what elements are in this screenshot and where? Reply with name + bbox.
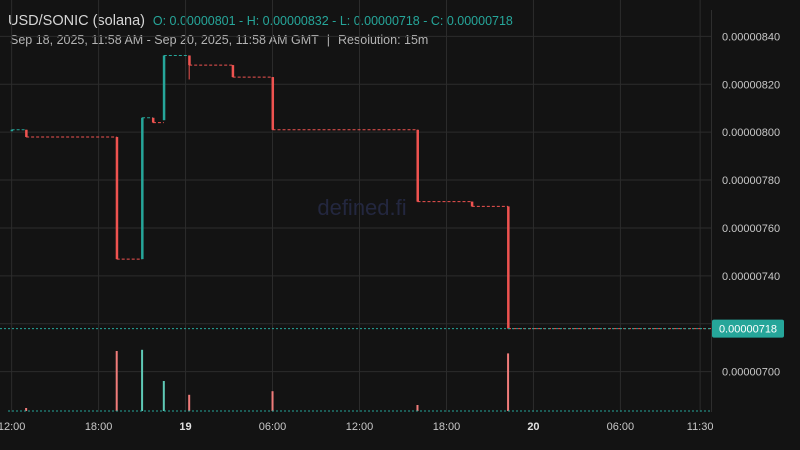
volume-bar (416, 405, 419, 411)
volume-bar (25, 408, 28, 411)
volume-bar (507, 353, 510, 411)
volume-bar (115, 351, 118, 411)
y-tick-label: 0.00000760 (722, 223, 780, 235)
y-tick-label: 0.00000780 (722, 175, 780, 187)
x-tick-label: 20 (527, 421, 539, 433)
last-price-tag: 0.00000718 (712, 319, 784, 338)
candle-body (188, 55, 191, 66)
last-price-label: 0.00000718 (719, 324, 777, 336)
candle-body (141, 117, 144, 260)
y-tick-label: 0.00000740 (722, 271, 780, 283)
x-tick-label: 11:30 (687, 421, 714, 433)
time-axis[interactable]: 12:00 18:00 19 06:00 12:00 18:00 20 06:00 11:30 (0, 421, 713, 433)
candle-body (271, 77, 275, 130)
candle-body (416, 129, 419, 202)
x-tick-label: 06:00 (607, 421, 635, 433)
candle-body (231, 65, 235, 78)
candle-body (162, 55, 166, 121)
candle-body (115, 136, 119, 260)
volume-bar (188, 394, 191, 411)
y-tick-label: 0.00000700 (722, 367, 780, 379)
x-tick-label: 12:00 (346, 421, 374, 433)
grid-lines (0, 0, 711, 412)
watermark: defined.fi (317, 195, 406, 220)
volume-bar (162, 381, 165, 411)
candle-body (507, 206, 510, 329)
candle-body (151, 117, 155, 123)
y-tick-label: 0.00000820 (722, 79, 780, 91)
candle-body (470, 201, 474, 207)
x-tick-label: 12:00 (0, 421, 25, 433)
candle-body (25, 129, 28, 137)
x-tick-label: 18:00 (433, 421, 461, 433)
volume-bar (271, 391, 274, 411)
y-tick-label: 0.00000840 (722, 31, 780, 43)
candles (10, 55, 711, 330)
x-tick-label: 18:00 (85, 421, 113, 433)
x-tick-label: 06:00 (259, 421, 287, 433)
candle-body (10, 129, 14, 132)
y-tick-label: 0.00000800 (722, 127, 780, 139)
volume-bar (141, 349, 144, 411)
x-tick-label: 19 (179, 421, 191, 433)
volume-bars (8, 349, 711, 412)
price-axis[interactable]: 0.00000840 0.00000820 0.00000800 0.00000780… (722, 31, 780, 378)
